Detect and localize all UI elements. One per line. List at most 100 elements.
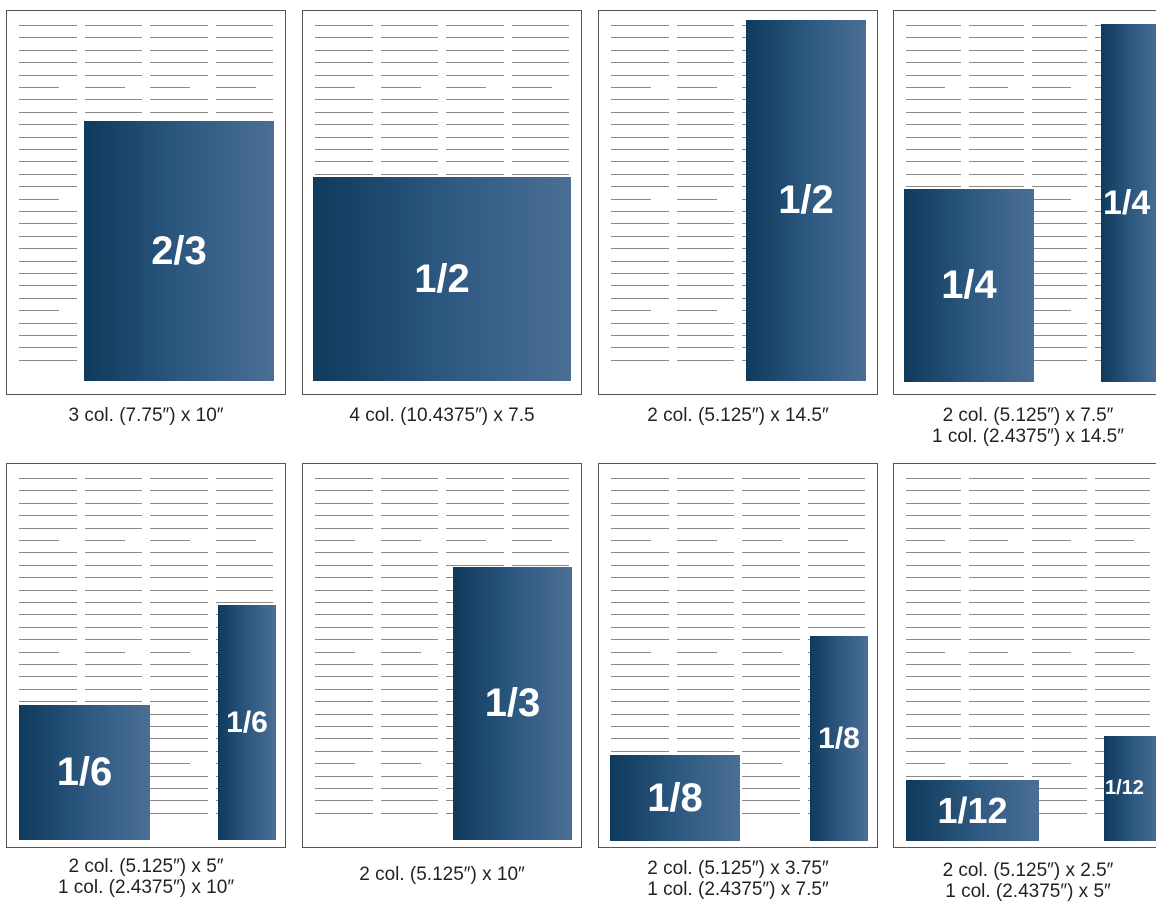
text-rule bbox=[150, 49, 208, 51]
text-rule bbox=[19, 62, 77, 64]
text-rule bbox=[380, 726, 438, 727]
ad-label: 1/3 bbox=[484, 681, 541, 725]
text-rule bbox=[676, 260, 734, 262]
text-rule bbox=[315, 478, 373, 479]
text-rule bbox=[807, 564, 865, 566]
text-rule bbox=[611, 235, 669, 237]
text-rule bbox=[1032, 688, 1087, 690]
text-rule bbox=[1032, 136, 1087, 138]
text-rule bbox=[742, 515, 800, 517]
text-rule bbox=[19, 124, 77, 126]
text-rule bbox=[611, 248, 669, 250]
text-rule bbox=[315, 527, 373, 529]
text-rule bbox=[676, 62, 734, 64]
text-rule bbox=[742, 602, 800, 603]
text-rule bbox=[906, 173, 961, 175]
text-rule bbox=[1095, 602, 1150, 603]
text-rule bbox=[84, 614, 142, 616]
text-rule bbox=[315, 738, 373, 740]
text-rule bbox=[742, 577, 800, 579]
text-rule bbox=[969, 701, 1024, 703]
text-rule bbox=[315, 173, 373, 175]
text-rule bbox=[906, 713, 961, 715]
text-rule bbox=[315, 502, 373, 504]
text-rule bbox=[742, 527, 800, 529]
text-rule bbox=[315, 149, 373, 150]
text-rule bbox=[906, 478, 961, 479]
text-rule bbox=[807, 478, 865, 479]
text-rule bbox=[380, 87, 421, 88]
text-rule bbox=[446, 502, 504, 504]
text-rule bbox=[807, 552, 865, 554]
caption-line: 2 col. (5.125″) x 3.75″ bbox=[647, 858, 829, 879]
caption-line: 1 col. (2.4375″) x 14.5″ bbox=[932, 426, 1124, 447]
text-rule bbox=[1032, 359, 1087, 361]
text-rule bbox=[150, 37, 208, 39]
text-rule bbox=[906, 25, 961, 26]
text-rule bbox=[215, 478, 273, 479]
text-rule bbox=[742, 713, 800, 715]
text-rule bbox=[380, 540, 421, 541]
text-rule bbox=[511, 74, 569, 76]
text-rule bbox=[150, 527, 208, 529]
text-rule bbox=[446, 25, 504, 26]
text-rule bbox=[1032, 347, 1087, 349]
text-rule bbox=[611, 589, 669, 591]
ad-label: 1/6 bbox=[56, 750, 113, 794]
text-rule bbox=[84, 87, 125, 88]
text-rule bbox=[511, 540, 552, 541]
text-rule bbox=[906, 502, 961, 504]
text-rule bbox=[611, 713, 669, 715]
text-rule bbox=[380, 99, 438, 101]
text-rule bbox=[315, 788, 373, 789]
text-rule bbox=[807, 502, 865, 504]
text-rule bbox=[676, 664, 734, 665]
text-rule bbox=[1032, 149, 1087, 150]
text-rule bbox=[742, 701, 800, 703]
text-rule bbox=[676, 25, 734, 26]
text-rule bbox=[676, 713, 734, 715]
text-rule bbox=[611, 701, 669, 703]
text-rule bbox=[611, 602, 669, 603]
text-rule bbox=[380, 775, 438, 777]
text-rule bbox=[742, 502, 800, 504]
text-rule bbox=[742, 788, 800, 789]
text-rule bbox=[1032, 738, 1087, 740]
text-rule bbox=[511, 173, 569, 175]
text-rule bbox=[742, 775, 800, 777]
text-rule bbox=[511, 161, 569, 163]
caption-line: 2 col. (5.125″) x 7.5″ bbox=[942, 405, 1114, 426]
text-rule bbox=[676, 87, 717, 88]
text-rule bbox=[19, 527, 77, 529]
text-rule bbox=[380, 664, 438, 665]
text-rule bbox=[380, 577, 438, 579]
text-rule bbox=[150, 626, 208, 628]
text-rule bbox=[511, 136, 569, 138]
ad-block-1-8-tall: 1/8 bbox=[810, 636, 868, 841]
text-rule bbox=[315, 614, 373, 616]
text-rule bbox=[446, 540, 487, 541]
text-rule bbox=[19, 273, 77, 274]
text-rule bbox=[676, 676, 734, 678]
text-rule bbox=[611, 74, 669, 76]
text-rule bbox=[380, 149, 438, 150]
text-rule bbox=[511, 149, 569, 150]
text-rule bbox=[380, 74, 438, 76]
text-rule bbox=[315, 775, 373, 777]
text-rule bbox=[84, 49, 142, 51]
text-rule bbox=[969, 37, 1024, 39]
text-rule bbox=[1032, 726, 1087, 727]
text-rule bbox=[611, 223, 669, 225]
text-rule bbox=[1032, 614, 1087, 616]
text-rule bbox=[611, 688, 669, 690]
text-rule bbox=[611, 49, 669, 51]
text-rule bbox=[380, 173, 438, 175]
text-rule bbox=[215, 564, 273, 566]
text-rule bbox=[676, 515, 734, 517]
text-rule bbox=[1032, 502, 1087, 504]
text-rule bbox=[150, 62, 208, 64]
caption-line: 1 col. (2.4375″) x 5″ bbox=[945, 881, 1111, 902]
text-rule bbox=[380, 490, 438, 492]
text-rule bbox=[84, 564, 142, 566]
text-rule bbox=[315, 564, 373, 566]
